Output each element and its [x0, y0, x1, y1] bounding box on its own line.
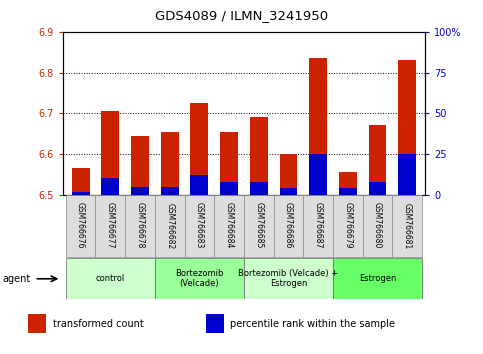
Bar — [101, 178, 119, 195]
Bar — [339, 172, 357, 195]
Text: GSM766679: GSM766679 — [343, 202, 352, 249]
Bar — [214, 195, 244, 257]
Text: GSM766687: GSM766687 — [313, 202, 323, 249]
Bar — [369, 125, 386, 195]
Text: GSM766677: GSM766677 — [106, 202, 115, 249]
Bar — [333, 258, 422, 299]
Text: GSM766683: GSM766683 — [195, 202, 204, 249]
Bar — [71, 168, 89, 195]
Bar — [398, 154, 416, 195]
Bar — [244, 258, 333, 299]
Bar — [71, 192, 89, 195]
Bar — [161, 132, 179, 195]
Text: GSM766684: GSM766684 — [225, 202, 234, 249]
Bar — [309, 154, 327, 195]
Text: GSM766686: GSM766686 — [284, 202, 293, 249]
Bar — [66, 195, 96, 257]
Bar — [206, 314, 224, 333]
Bar — [131, 136, 149, 195]
Text: GSM766678: GSM766678 — [136, 202, 144, 249]
Bar — [66, 258, 155, 299]
Text: GSM766680: GSM766680 — [373, 202, 382, 249]
Bar — [339, 188, 357, 195]
Text: agent: agent — [2, 274, 30, 284]
Text: Bortezomib (Velcade) +
Estrogen: Bortezomib (Velcade) + Estrogen — [239, 269, 339, 289]
Text: GSM766681: GSM766681 — [403, 202, 412, 249]
Bar — [125, 195, 155, 257]
Bar — [333, 195, 363, 257]
Bar — [96, 195, 125, 257]
Bar — [250, 117, 268, 195]
Text: percentile rank within the sample: percentile rank within the sample — [230, 319, 396, 329]
Text: transformed count: transformed count — [53, 319, 143, 329]
Bar — [303, 195, 333, 257]
Bar — [161, 187, 179, 195]
Bar — [369, 182, 386, 195]
Bar — [280, 154, 298, 195]
Bar — [280, 188, 298, 195]
Bar — [131, 187, 149, 195]
Bar — [363, 195, 392, 257]
Text: GSM766682: GSM766682 — [165, 202, 174, 249]
Bar — [392, 195, 422, 257]
Text: GDS4089 / ILMN_3241950: GDS4089 / ILMN_3241950 — [155, 9, 328, 22]
Bar — [220, 132, 238, 195]
Bar — [28, 314, 46, 333]
Text: control: control — [96, 274, 125, 283]
Bar — [190, 103, 208, 195]
Bar — [190, 175, 208, 195]
Bar — [244, 195, 273, 257]
Bar — [220, 182, 238, 195]
Text: GSM766676: GSM766676 — [76, 202, 85, 249]
Bar — [101, 111, 119, 195]
Bar — [398, 60, 416, 195]
Bar — [185, 195, 214, 257]
Bar — [309, 58, 327, 195]
Bar — [155, 258, 244, 299]
Text: GSM766685: GSM766685 — [254, 202, 263, 249]
Bar — [155, 195, 185, 257]
Text: Estrogen: Estrogen — [359, 274, 396, 283]
Bar — [273, 195, 303, 257]
Text: Bortezomib
(Velcade): Bortezomib (Velcade) — [175, 269, 224, 289]
Bar — [250, 182, 268, 195]
